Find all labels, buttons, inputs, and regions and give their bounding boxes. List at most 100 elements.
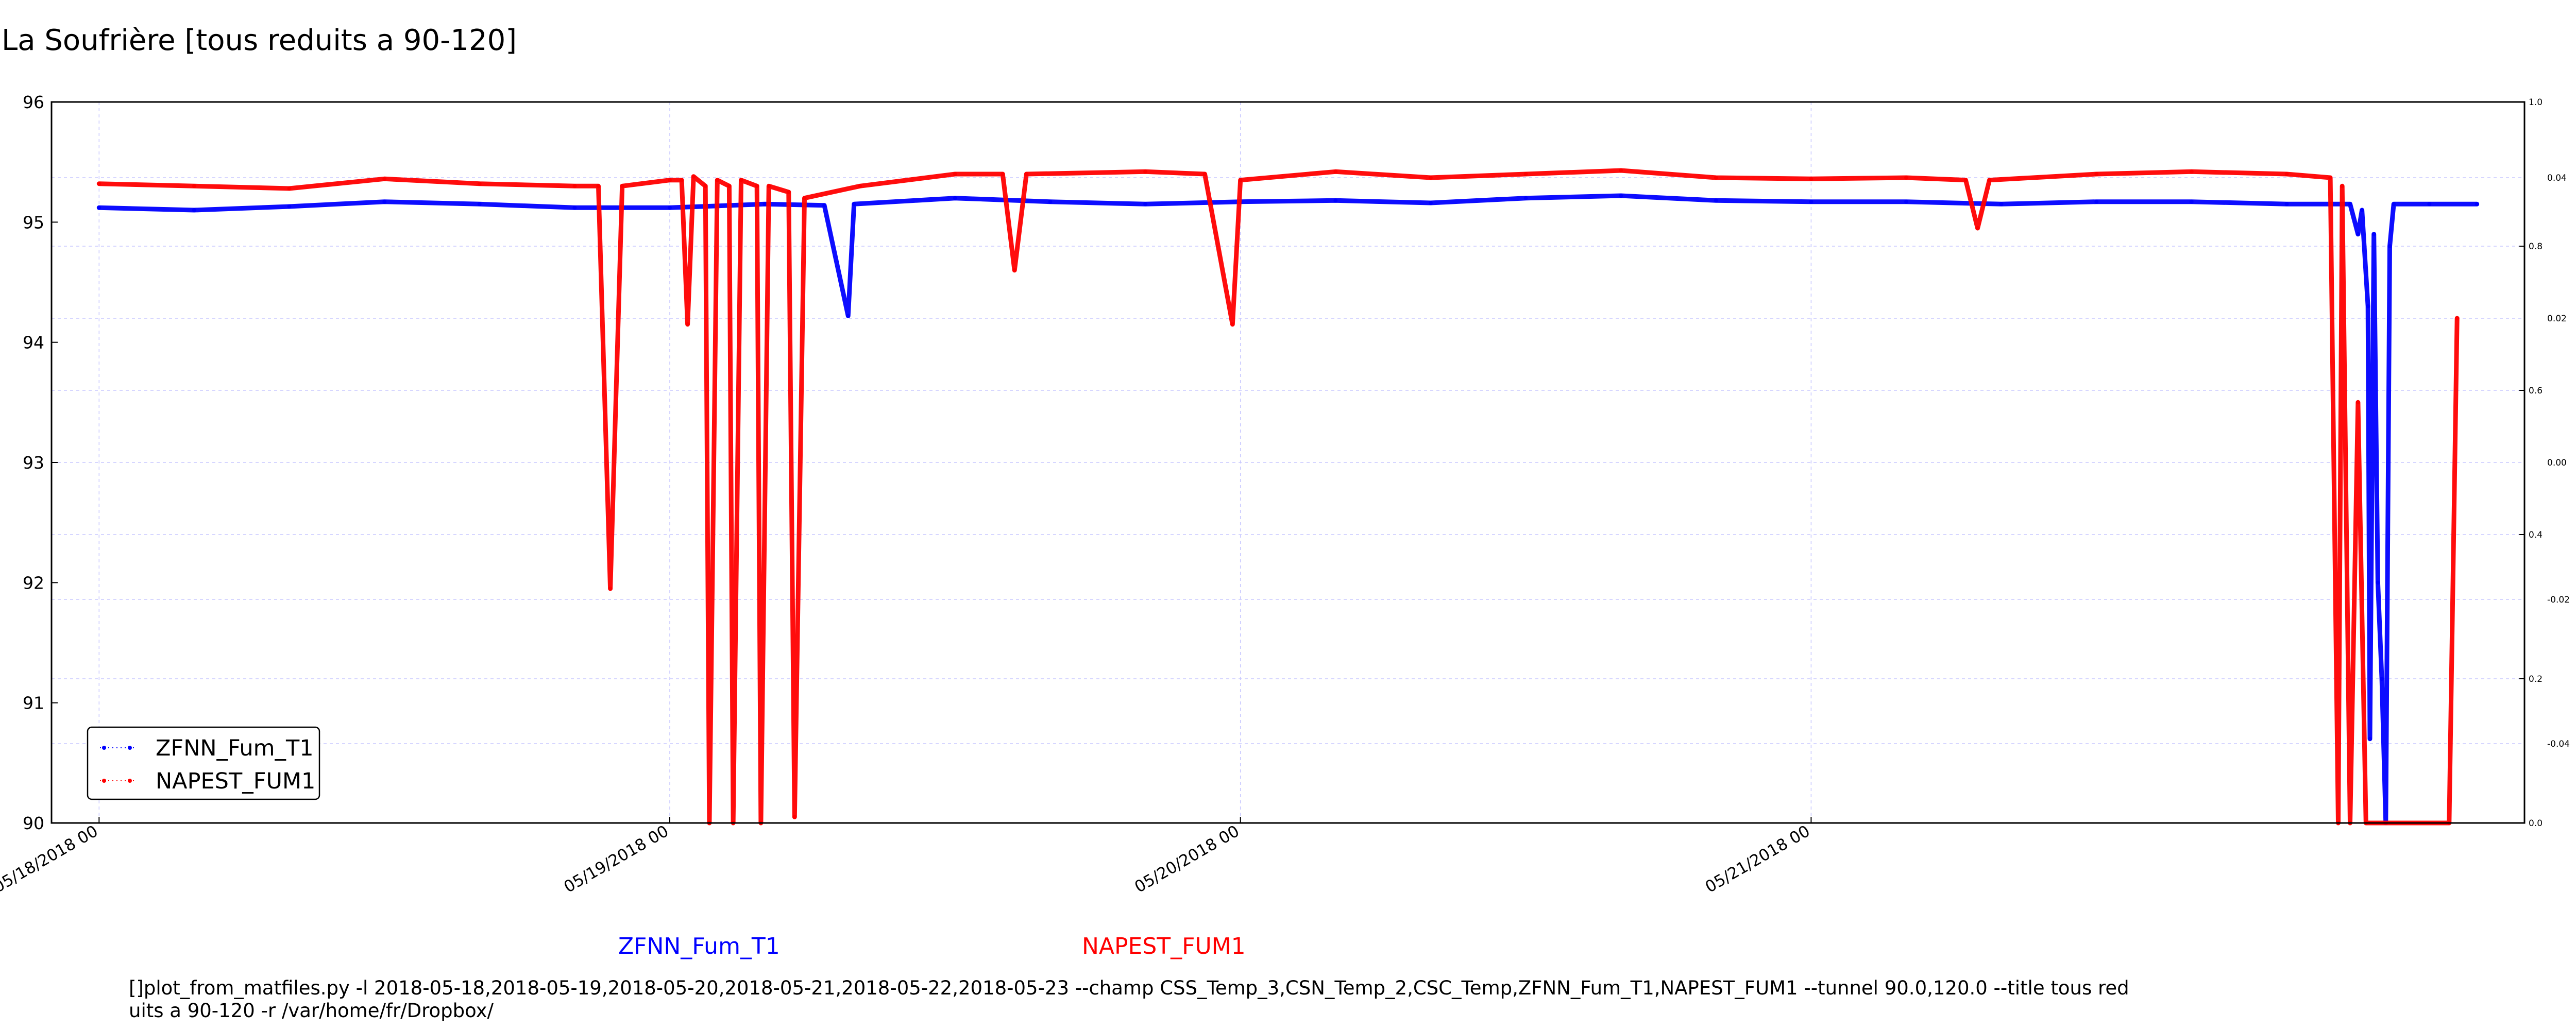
plot-series (96, 168, 2480, 826)
data-point (1333, 169, 1338, 174)
right-secondary-tick-label: 0.02 (2547, 314, 2567, 324)
data-point (2371, 232, 2376, 236)
series-line-napest-fum1 (96, 168, 2460, 826)
data-point (1143, 169, 1148, 174)
data-point (852, 202, 856, 207)
data-point (192, 208, 196, 212)
data-point (477, 202, 482, 207)
right-tick-label: 0.0 (2529, 818, 2543, 829)
y-tick-label: 91 (23, 693, 44, 713)
data-point (1024, 172, 1029, 176)
data-point (762, 202, 767, 207)
y-tick-label: 95 (23, 212, 44, 232)
data-point (2094, 199, 2099, 204)
data-point (1048, 199, 1053, 204)
legend-marker (102, 779, 106, 783)
data-point (2360, 208, 2364, 212)
y-tick-label: 93 (23, 453, 44, 473)
data-point (703, 184, 708, 188)
data-point (1619, 194, 1623, 198)
data-point (715, 178, 720, 182)
data-point (2380, 677, 2384, 681)
data-point (822, 203, 826, 208)
data-point (1999, 202, 2004, 207)
right-secondary-tick-label: 0.00 (2547, 458, 2567, 468)
x-tick-label: 05/21/2018 00 (1702, 822, 1813, 897)
series-line-zfnn-fum-t1 (96, 193, 2480, 826)
right-tick-label: 0.2 (2529, 674, 2543, 684)
data-point (2189, 169, 2194, 174)
legend-marker (128, 779, 132, 783)
data-point (668, 178, 672, 182)
data-point (786, 190, 791, 194)
data-point (1523, 196, 1528, 200)
legend: ZFNN_Fum_T1 NAPEST_FUM1 (87, 726, 320, 800)
data-point (2348, 202, 2352, 207)
data-point (2475, 202, 2479, 207)
data-point (382, 177, 387, 181)
right-tick-label: 0.4 (2529, 530, 2543, 540)
data-point (685, 322, 690, 327)
data-point (287, 186, 292, 191)
data-point (1428, 176, 1433, 180)
data-point (2387, 244, 2392, 248)
data-point (1143, 202, 1148, 207)
data-point (953, 196, 957, 200)
data-point (608, 587, 613, 591)
right-secondary-tick-label: -0.04 (2547, 739, 2570, 749)
y-axis-right-primary: 0.0 0.2 0.4 0.6 0.8 1.0 (2519, 97, 2543, 829)
data-point (2392, 202, 2396, 207)
x-tick-label: 05/18/2018 00 (0, 822, 101, 897)
grid (52, 102, 2524, 823)
data-point (2340, 184, 2345, 188)
data-point (739, 178, 743, 182)
data-point (953, 172, 957, 176)
data-point (2368, 736, 2372, 741)
x-tick-label: 05/20/2018 00 (1131, 822, 1242, 897)
data-point (680, 178, 684, 182)
x-axis: 05/18/2018 00 05/19/2018 00 05/20/2018 00 0… (0, 817, 1813, 897)
data-point (1238, 178, 1243, 182)
data-point (192, 184, 196, 188)
legend-marker (102, 746, 106, 750)
data-point (1975, 226, 1980, 230)
data-point (1619, 168, 1623, 173)
data-point (596, 184, 601, 188)
right-tick-label: 1.0 (2529, 97, 2543, 108)
footer-series-label-napest: NAPEST_FUM1 (1082, 933, 1246, 959)
data-point (2284, 172, 2289, 176)
y-axis-left: 90 91 92 93 94 95 96 (23, 92, 58, 833)
data-point (2328, 176, 2333, 180)
data-point (668, 205, 672, 210)
data-point (846, 314, 851, 318)
data-point (1230, 322, 1235, 327)
legend-marker (128, 746, 132, 750)
data-point (572, 205, 577, 210)
legend-label: ZFNN_Fum_T1 (156, 735, 314, 761)
command-line-text: []plot_from_matfiles.py -l 2018-05-18,20… (129, 977, 2129, 1022)
data-point (2355, 400, 2360, 405)
data-point (1202, 172, 1207, 176)
right-secondary-tick-label: 0.04 (2547, 173, 2567, 183)
right-tick-label: 0.6 (2529, 386, 2543, 396)
data-point (1714, 176, 1718, 180)
legend-box (87, 726, 320, 800)
chart-title: La Soufrière [tous reduits a 90-120] (2, 24, 517, 57)
data-point (1809, 199, 1814, 204)
right-tick-label: 0.8 (2529, 242, 2543, 252)
y-tick-label: 92 (23, 573, 44, 593)
data-point (2355, 232, 2360, 236)
data-point (802, 196, 807, 200)
footer-series-label-zfnn: ZFNN_Fum_T1 (618, 933, 780, 959)
data-point (691, 174, 696, 179)
data-point (1904, 176, 1908, 180)
data-point (858, 184, 862, 188)
data-point (2284, 202, 2289, 207)
y-tick-label: 90 (23, 813, 44, 833)
data-point (1904, 199, 1908, 204)
data-point (1714, 198, 1718, 203)
data-point (727, 184, 732, 188)
x-tick-label: 05/19/2018 00 (561, 822, 672, 897)
y-axis-right-secondary: -0.04 -0.02 0.00 0.02 0.04 (2547, 173, 2570, 749)
